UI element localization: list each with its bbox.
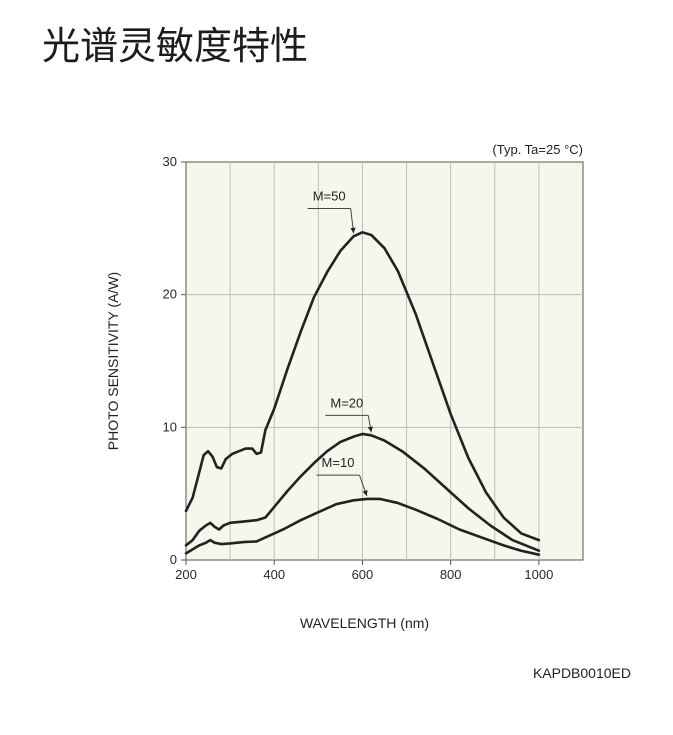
x-tick-label: 400	[263, 567, 285, 582]
series-line-m-10	[184, 497, 541, 556]
y-tick-label: 20	[163, 287, 177, 302]
axis-layer: 200 400 600 800 1000 0 10 20 30	[163, 154, 554, 582]
y-tick-label: 10	[163, 419, 177, 434]
x-tick-label: 1000	[524, 567, 553, 582]
y-tick-label: 30	[163, 154, 177, 169]
series-label-arrow	[362, 490, 368, 496]
x-tick-label: 200	[175, 567, 197, 582]
x-axis-label: WAVELENGTH (nm)	[300, 615, 429, 631]
series-label-arrow	[350, 227, 356, 234]
annotation-layer: M=50 M=20 M=10	[307, 188, 373, 497]
x-tick-label: 800	[440, 567, 462, 582]
series-label: M=20	[330, 395, 363, 410]
series-line-m-20	[184, 432, 541, 553]
figure-code: KAPDB0010ED	[532, 665, 631, 681]
y-tick-label: 0	[170, 552, 177, 567]
plot-background	[185, 161, 584, 561]
series-label-arrow	[367, 426, 373, 433]
condition-note: (Typ. Ta=25 °C)	[492, 142, 583, 157]
series-line-m-50	[184, 231, 541, 542]
series-label: M=50	[313, 188, 346, 203]
y-axis-label: PHOTO SENSITIVITY (A/W)	[105, 272, 121, 450]
page-title: 光谱灵敏度特性	[42, 24, 309, 68]
x-tick-label: 600	[352, 567, 374, 582]
series-label: M=10	[322, 455, 355, 470]
series-layer	[184, 231, 541, 556]
